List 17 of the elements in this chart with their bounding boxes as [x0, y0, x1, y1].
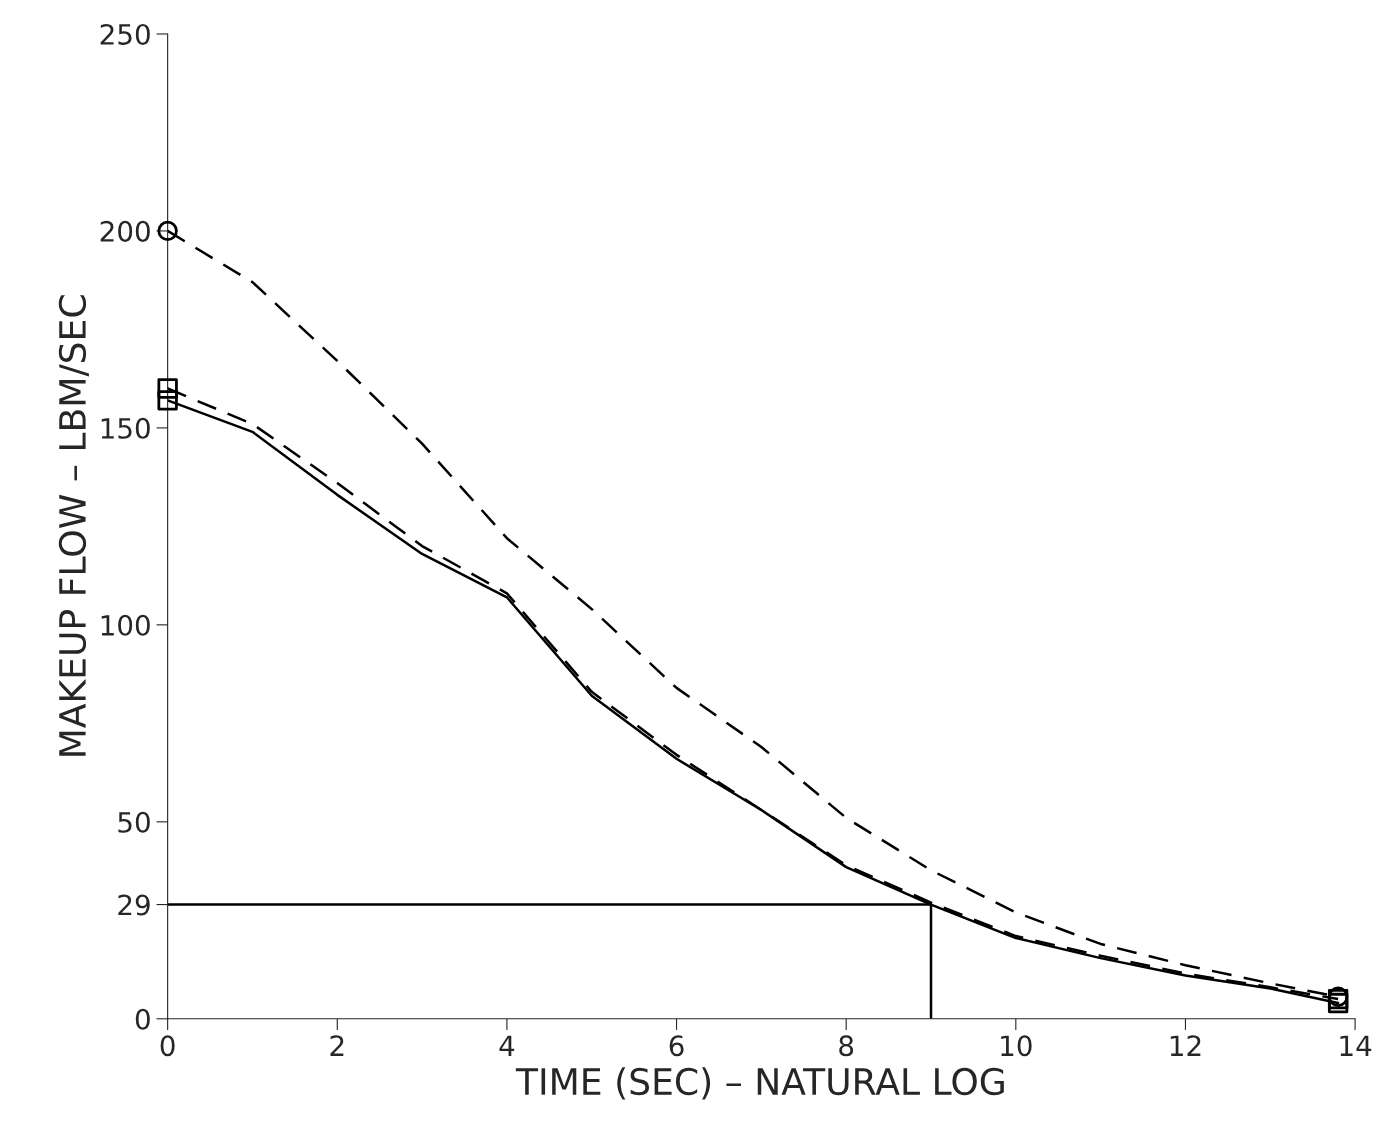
x-tick-label: 0 [160, 1035, 175, 1057]
x-tick-label: 4 [499, 1035, 515, 1056]
y-axis-title: MAKEUP FLOW – LBM/SEC [58, 295, 89, 756]
x-tick-label: 14 [1340, 1035, 1372, 1056]
x-tick-label: 8 [839, 1035, 854, 1057]
y-tick-label: 100 [101, 614, 150, 636]
x-tick-label: 6 [669, 1035, 684, 1057]
y-tick-label: 0 [135, 1008, 150, 1030]
y-tick-label: 200 [100, 220, 150, 242]
y-tick-label: 250 [100, 23, 150, 45]
x-tick-label: 2 [330, 1035, 344, 1056]
y-tick-label: 150 [101, 417, 150, 439]
y-tick-label: 29 [118, 894, 150, 916]
x-tick-label: 12 [1170, 1035, 1201, 1056]
x-tick-label: 10 [1001, 1035, 1032, 1057]
y-tick-label: 50 [118, 811, 150, 833]
x-axis-title: TIME (SEC) – NATURAL LOG [515, 1067, 1004, 1100]
